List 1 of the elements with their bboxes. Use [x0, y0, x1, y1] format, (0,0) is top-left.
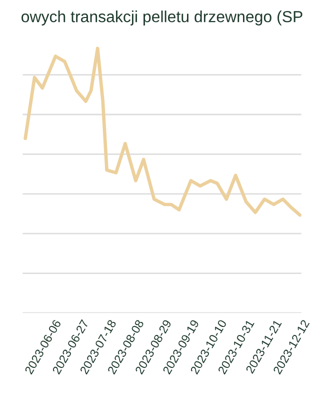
chart-title: owych transakcji pelletu drzewnego (SP: [22, 10, 302, 26]
